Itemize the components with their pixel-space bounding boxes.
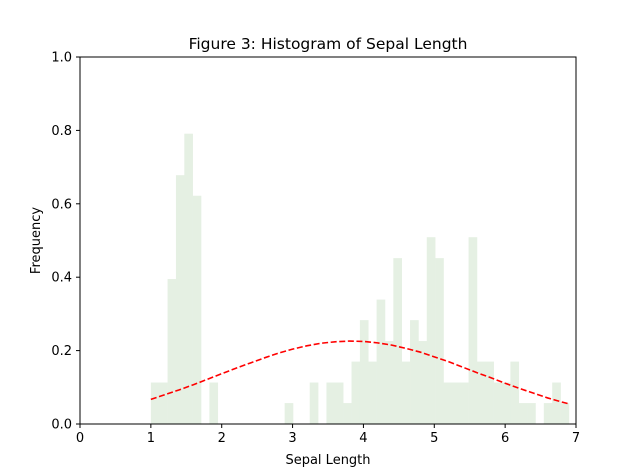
histogram-bar-8 <box>284 403 294 424</box>
histogram-bar-35 <box>543 403 553 424</box>
x-axis: 0 1 2 3 4 5 6 7 <box>76 424 580 446</box>
y-tick-label-3: 0.6 <box>51 197 72 212</box>
y-tick-label-1: 0.2 <box>51 344 72 359</box>
histogram-bar-19 <box>401 361 411 424</box>
histogram-bar-17 <box>384 341 394 424</box>
x-tick-label-5: 5 <box>430 431 438 446</box>
histogram-bars <box>150 133 570 424</box>
histogram-bar-21 <box>418 341 428 424</box>
chart-title: Figure 3: Histogram of Sepal Length <box>189 35 468 53</box>
histogram-bar-10 <box>326 382 336 424</box>
y-tick-label-4: 0.8 <box>51 124 72 139</box>
histogram-bar-5 <box>192 195 202 424</box>
histogram-bar-18 <box>393 258 402 424</box>
histogram-bar-36 <box>552 382 561 424</box>
x-tick-label-4: 4 <box>359 431 367 446</box>
histogram-bar-29 <box>485 361 494 424</box>
curve-line-0 <box>150 340 570 405</box>
histogram-bar-15 <box>368 361 377 424</box>
histogram-bar-16 <box>376 299 386 424</box>
x-tick-label-6: 6 <box>501 431 509 446</box>
histogram-bar-7 <box>209 382 219 424</box>
histogram-bar-25 <box>451 382 461 424</box>
histogram-bar-30 <box>493 382 503 424</box>
plot-frame <box>79 56 577 425</box>
x-tick-label-2: 2 <box>218 431 226 446</box>
histogram-bar-3 <box>175 175 185 424</box>
histogram-bar-27 <box>468 237 478 424</box>
y-axis: 0.0 0.2 0.4 0.6 0.8 1.0 <box>51 51 80 433</box>
histogram-bar-32 <box>510 361 520 424</box>
histogram-bar-12 <box>343 403 352 424</box>
histogram-bar-11 <box>334 382 344 424</box>
histogram-bar-2 <box>167 279 177 424</box>
histogram-bar-14 <box>359 320 369 424</box>
histogram-bar-0 <box>150 382 160 424</box>
y-tick-label-2: 0.4 <box>51 271 72 286</box>
histogram-bar-1 <box>159 382 168 424</box>
histogram-bar-23 <box>435 258 444 424</box>
x-tick-label-0: 0 <box>76 431 84 446</box>
histogram-bar-22 <box>426 237 436 424</box>
histogram-bar-13 <box>351 361 361 424</box>
histogram-bar-31 <box>502 382 511 424</box>
x-tick-label-7: 7 <box>572 431 580 446</box>
histogram-bar-9 <box>309 382 319 424</box>
histogram-bar-33 <box>518 403 528 424</box>
histogram-bar-26 <box>460 382 469 424</box>
histogram-bar-37 <box>560 403 570 424</box>
y-tick-label-5: 1.0 <box>51 51 72 66</box>
curve-layer <box>150 340 570 405</box>
histogram-bar-28 <box>476 361 486 424</box>
x-tick-label-3: 3 <box>288 431 296 446</box>
y-axis-label: Frequency <box>29 207 44 274</box>
histogram-bar-34 <box>527 403 536 424</box>
histogram-bar-24 <box>443 382 453 424</box>
y-tick-label-0: 0.0 <box>51 418 72 433</box>
histogram-bar-20 <box>410 320 419 424</box>
x-axis-label: Sepal Length <box>285 453 370 468</box>
x-tick-label-1: 1 <box>147 431 155 446</box>
histogram-bar-4 <box>184 133 193 424</box>
